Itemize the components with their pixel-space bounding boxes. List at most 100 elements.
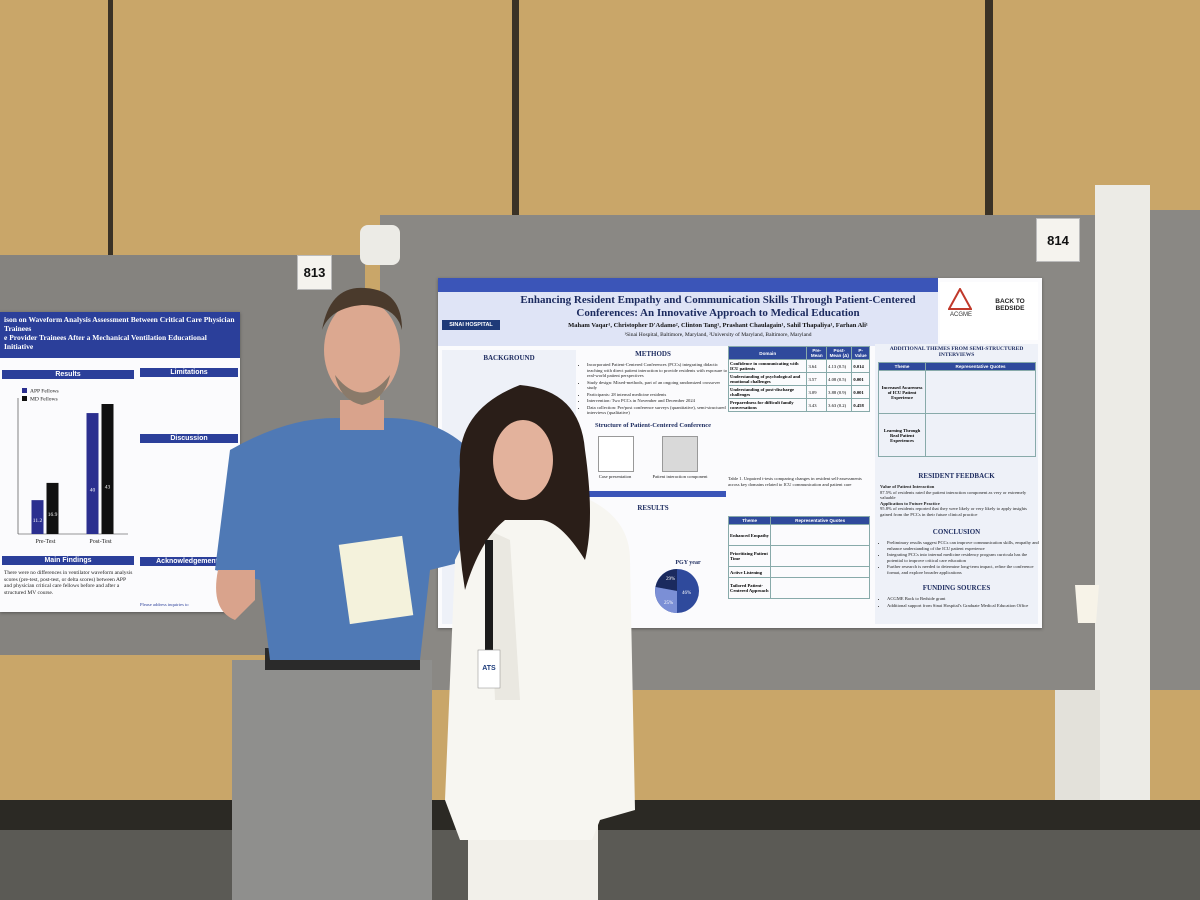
feedback-label: Value of Patient Interaction [880,484,935,489]
methods-item: Data collection: Pre/post conference sur… [587,405,729,416]
badge-text: ATS [482,665,496,672]
bar [31,500,44,534]
poster-title: Enhancing Resident Empathy and Communica… [520,294,916,319]
poster-left-title: e Provider Trainees After a Mechanical V… [4,333,207,351]
board-stand [360,225,400,265]
structure-step: Patient interaction component [652,474,708,479]
section-heading: Discussion [140,434,238,443]
section-heading: METHODS [635,350,671,358]
legend-label: APP Fellows [30,389,59,395]
wall-seam [512,0,519,220]
methods-item: Study design: Mixed-methods, part of an … [587,380,729,391]
pie-label: 46% [682,591,691,596]
floor [0,830,1200,900]
bar-value-label: 43 [105,485,111,491]
poster-number: 814 [1036,218,1080,262]
theme-cell: Tailored Patient-Centered Approach [727,577,772,599]
pie-label: 29% [666,577,675,582]
beard [335,375,390,405]
results-table: Domain Pre-Mean Post-Mean (Δ) P-Value Confi… [727,346,870,412]
theme-cell: Learning Through Real Patient Experience… [877,413,927,457]
table-cell: 0.458 [851,398,870,412]
icon [598,436,634,472]
funding-item: Additional support from Sinai Hospital's… [887,603,1042,609]
section-heading: Results [2,370,134,379]
funding-list: ACGME Back to Bedside grant Additional s… [880,596,1042,609]
section-heading: Main Findings [2,556,134,565]
pie-label: 25% [664,601,673,606]
acgme-icon [948,288,972,310]
legend-swatch [22,396,27,401]
icon [662,436,698,472]
additional-themes-table: Theme Representative Quotes Increased Awa… [877,362,1036,457]
table-header: Domain [727,346,808,360]
section-heading: RESIDENT FEEDBACK [918,472,995,480]
logo: SINAI HOSPITAL [442,320,500,330]
head [324,300,400,400]
shirt [215,418,470,660]
woman: ATS [445,385,635,900]
trousers [232,660,432,900]
quote-cell [770,577,870,599]
pie-title: PGY year [675,560,701,566]
pie-slice [655,569,677,591]
section-heading: BACKGROUND [483,354,535,362]
main-findings-text: There were no differences in ventilator … [4,570,133,596]
quote-cell [925,413,1036,457]
methods-item: Intervention: Two PCCs in November and D… [587,398,729,404]
methods-item: Participants: 28 internal medicine resid… [587,392,729,398]
bar-value-label: 16.9 [48,512,58,518]
section-heading: Acknowledgements [140,557,238,566]
methods-item: Incorporated Patient-Centered Conference… [587,362,729,379]
bar-value-label: 11.2 [33,518,43,524]
poster-authors: Maham Vaqar¹, Christopher D'Adamo², Clin… [568,322,868,329]
head [493,420,553,500]
funding-item: ACGME Back to Bedside grant [887,596,1042,602]
lanyard [485,540,493,660]
bar [101,404,114,534]
bar-chart: APP Fellows MD Fellows Pre-Test 11.2 16.9 Pos… [17,388,128,545]
logo-area: ACGME BACK TO BEDSIDE [940,282,1038,340]
poster-header [438,278,938,346]
badge-card [477,649,501,689]
footer-text: Please address inquiries to [140,602,189,607]
legend-swatch [22,388,27,393]
feedback-block: Value of Patient Interaction 87.5% of re… [880,484,1035,517]
section-heading: CONCLUSION [932,528,981,536]
section-heading: FUNDING SOURCES [922,584,991,592]
logo: ACGME [949,312,972,318]
poster-left: ison on Waveform Analysis Assessment Bet… [0,312,240,612]
section-heading: Structure of Patient-Centered Conference [594,422,712,429]
wall-seam [108,0,113,260]
section-heading: Limitations [140,368,238,377]
theme-cell: Increased Awareness of ICU Patient Exper… [877,370,927,414]
table-caption: Table 1. Unpaired t-tests comparing chan… [728,476,862,487]
timeline-bar [580,491,726,497]
name-badge [338,535,414,625]
bar [46,482,59,534]
quote-cell [925,370,1036,414]
conclusion-item: Integrating PCCs into internal medicine … [887,552,1042,563]
feedback-text: 87.5% of residents rated the patient int… [880,489,1027,501]
conclusion-item: Preliminary results suggest PCCs can imp… [887,540,1042,551]
poster-left-title: ison on Waveform Analysis Assessment Bet… [4,315,235,333]
wall-seam [985,0,993,215]
feedback-label: Application to Future Practice [880,500,940,506]
pie-chart: 29% 46% 25% [655,569,699,613]
structure-step: Case presentation [598,474,632,479]
poster-left-header: ison on Waveform Analysis Assessment Bet… [0,312,240,358]
feedback-text: 95.8% of residents reported that they we… [880,506,1027,517]
legend-label: MD Fellows [30,397,58,403]
poster-affiliation: ¹Sinai Hospital, Baltimore, Maryland, ²U… [624,332,812,338]
methods-list: Incorporated Patient-Centered Conference… [580,362,729,417]
pie-slice [655,587,677,613]
theme-cell: Prioritizing Patient Time [727,545,772,567]
bar-value-label: 40 [90,488,96,494]
section-heading: ADDITIONAL THEMES FROM SEMI-STRUCTURED I… [889,346,1024,358]
hair [322,287,402,330]
bar [86,413,99,534]
table-header: Post-Mean (Δ) [826,346,853,360]
board-stand [1095,185,1150,900]
